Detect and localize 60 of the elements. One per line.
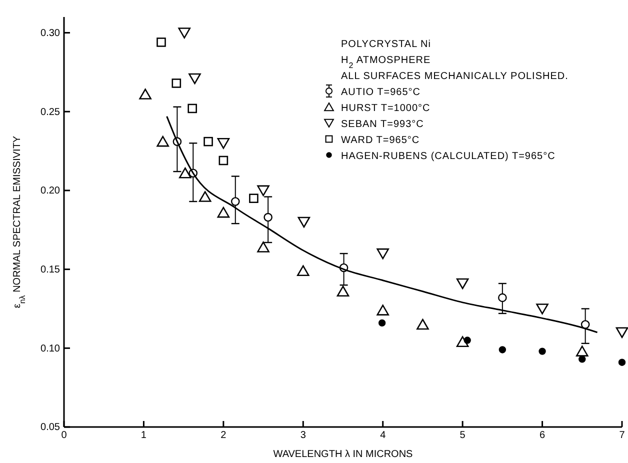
point [188,73,201,84]
point [139,88,152,100]
point [198,191,212,202]
x-tick-label: 3 [300,430,306,442]
point [230,197,240,206]
point [296,265,310,276]
point [298,216,310,228]
point [498,293,507,302]
x-tick-label: 6 [540,430,546,442]
y-tick-label: 0.30 [40,28,60,39]
point [217,138,230,149]
point [178,28,191,38]
legend-label: WARD T=965°C [341,135,420,146]
point [257,185,270,196]
legend-label: SEBAN T=993°C [341,119,424,130]
point [578,356,586,363]
y-tick-label: 0.25 [40,106,60,118]
point [464,336,471,344]
y-tick-label: 0.15 [40,264,60,276]
point [336,286,350,297]
point [217,206,230,218]
point [456,278,469,290]
legend-label: HURST T=1000°C [341,103,430,114]
point [264,212,272,222]
x-tick-label: 2 [220,430,227,442]
point [172,78,182,88]
x-tick-label: 7 [619,430,626,442]
point [580,320,590,329]
point [576,346,588,356]
point [249,194,258,203]
y-tick-label: 0.05 [40,422,60,434]
point [204,136,213,146]
point [188,104,197,114]
y-tick-label: 0.10 [40,343,60,354]
point [498,346,506,354]
annotation: ALL SURFACES MECHANICALLY POLISHED. [341,71,568,82]
x-tick-label: 1 [140,430,147,442]
legend-label: AUTIO T=965°C [341,87,421,98]
point [376,304,390,316]
point [218,156,228,166]
point [618,358,626,366]
point [376,248,390,260]
annotation: POLYCRYSTAL Ni [341,39,431,50]
x-axis-title: WAVELENGTH λ IN MICRONS [273,449,414,460]
point [616,327,628,338]
x-tick-label: 4 [380,430,386,442]
x-tick-label: 0 [61,430,68,442]
point [257,242,270,252]
point [456,336,469,347]
point [156,38,166,47]
y-tick-label: 0.20 [40,186,60,197]
point [536,304,548,314]
annotation: H$_{2}$ ATMOSPHERE [341,55,431,70]
legend-label: HAGEN-RUBENS (CALCULATED) T=965°C [341,151,556,162]
x-tick-label: 5 [460,430,466,442]
point [416,318,429,330]
point [538,348,546,355]
point [378,319,386,327]
point [179,167,192,178]
point [156,136,169,147]
